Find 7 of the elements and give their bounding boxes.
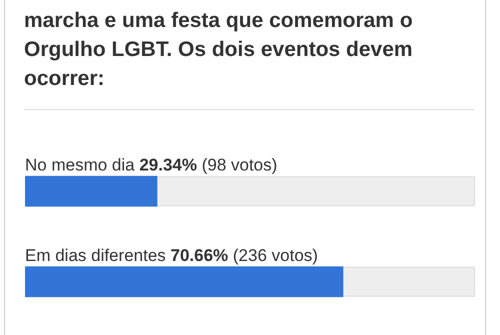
y-tick-label: No mesmo dia — [25, 155, 136, 174]
annotation: (236 votos) — [232, 246, 318, 265]
y-tick-label: Em dias diferentes — [25, 246, 166, 265]
data-label: 70.66% — [170, 246, 228, 265]
annotation: (98 votos) — [202, 155, 278, 174]
data-label: 29.34% — [139, 155, 197, 174]
chart-title: marcha e uma festa que comemoram o Orgulho LGBT. Os dois eventos devem ocorrer: — [24, 8, 414, 92]
